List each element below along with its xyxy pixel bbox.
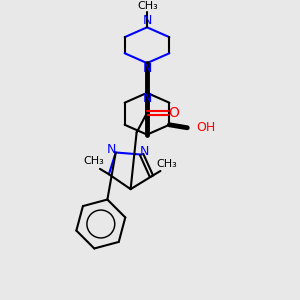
Text: CH₃: CH₃ [83,156,104,167]
Text: N: N [140,145,149,158]
Text: N: N [106,143,116,156]
Text: CH₃: CH₃ [137,1,158,11]
Text: O: O [168,106,179,120]
Text: N: N [142,92,152,105]
Text: CH₃: CH₃ [157,158,177,169]
Text: N: N [142,14,152,27]
Text: N: N [142,62,152,75]
Text: OH: OH [196,121,215,134]
